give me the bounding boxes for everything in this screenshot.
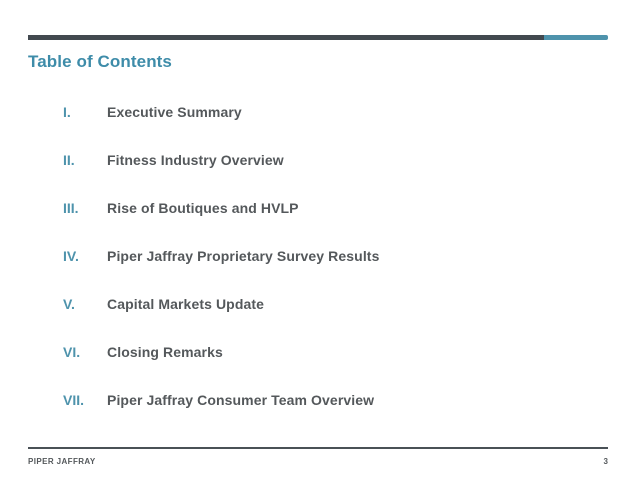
toc-numeral: III. [63, 200, 79, 216]
toc-numeral: I. [63, 104, 71, 120]
toc-numeral: II. [63, 152, 75, 168]
toc-item-fitness-industry-overview: II. Fitness Industry Overview [63, 152, 583, 200]
toc-label: Executive Summary [107, 104, 242, 120]
toc-label: Piper Jaffray Proprietary Survey Results [107, 248, 380, 264]
header-bar-dark-segment [28, 35, 544, 40]
toc-label: Capital Markets Update [107, 296, 265, 312]
toc-item-piper-jaffray-consumer-team-overview: VII. Piper Jaffray Consumer Team Overvie… [63, 392, 583, 440]
page-title: Table of Contents [28, 52, 172, 71]
toc-item-capital-markets-update: V. Capital Markets Update [63, 296, 583, 344]
footer: PIPER JAFFRAY 3 [28, 457, 608, 467]
toc-numeral: V. [63, 296, 75, 312]
toc-label: Closing Remarks [107, 344, 223, 360]
toc-label: Rise of Boutiques and HVLP [107, 200, 299, 216]
toc-label: Fitness Industry Overview [107, 152, 284, 168]
toc-label: Piper Jaffray Consumer Team Overview [107, 392, 375, 408]
toc-numeral: VI. [63, 344, 81, 360]
table-of-contents-list: I. Executive Summary II. Fitness Industr… [63, 104, 583, 440]
footer-brand: PIPER JAFFRAY [28, 457, 96, 466]
toc-numeral: IV. [63, 248, 79, 264]
toc-numeral: VII. [63, 392, 85, 408]
toc-item-closing-remarks: VI. Closing Remarks [63, 344, 583, 392]
toc-item-rise-of-boutiques-and-hvlp: III. Rise of Boutiques and HVLP [63, 200, 583, 248]
page-number: 3 [603, 457, 608, 466]
header-bar-teal-segment [544, 35, 608, 40]
footer-divider [28, 447, 608, 449]
toc-item-piper-jaffray-proprietary-survey-results: IV. Piper Jaffray Proprietary Survey Res… [63, 248, 583, 296]
header-accent-bar [28, 35, 608, 40]
toc-item-executive-summary: I. Executive Summary [63, 104, 583, 152]
